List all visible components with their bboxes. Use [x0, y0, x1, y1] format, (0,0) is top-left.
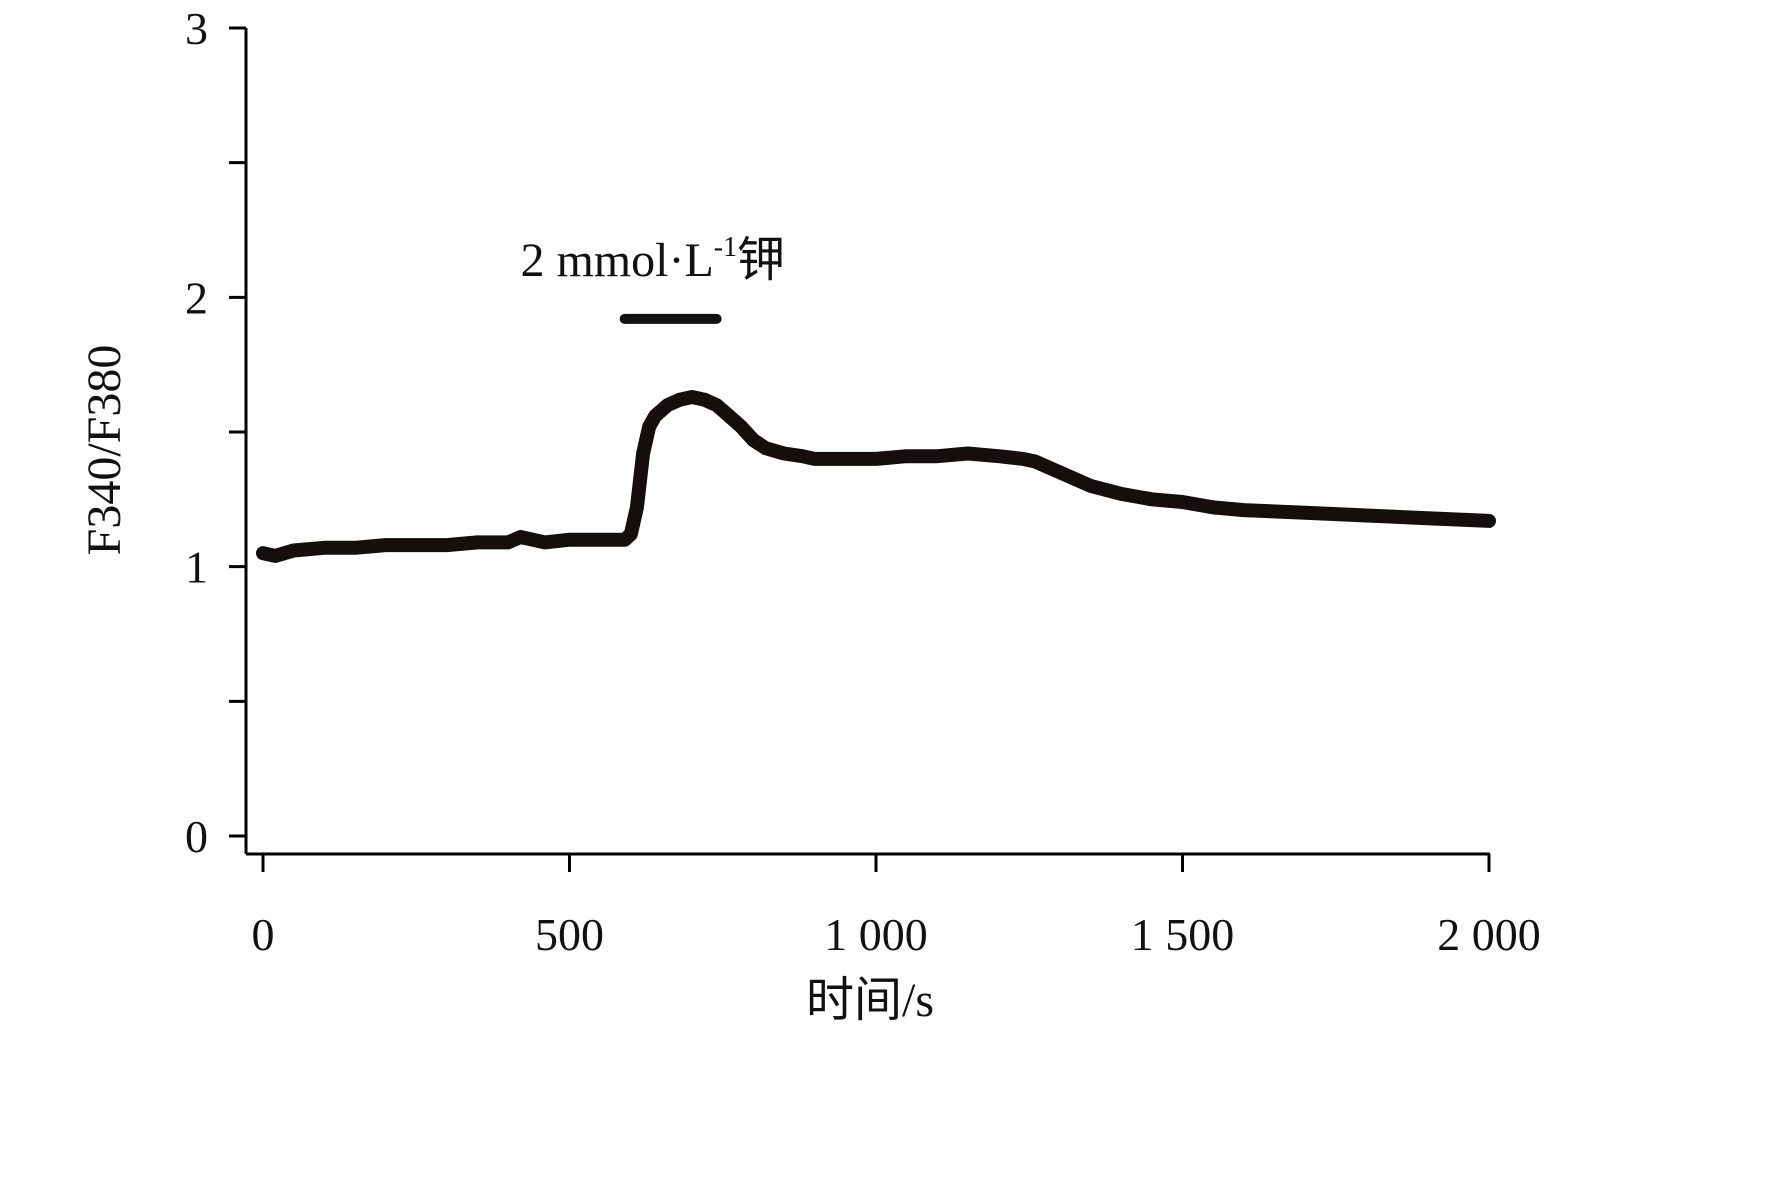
annotation-main-text: 2 mmol·L — [520, 234, 713, 287]
x-tick-label: 2 000 — [1437, 909, 1541, 960]
x-tick-label: 1 000 — [824, 909, 928, 960]
x-axis-title: 时间/s — [806, 974, 934, 1027]
y-tick-label: 1 — [185, 542, 208, 593]
series-trace — [256, 390, 1496, 563]
series-layer — [256, 390, 1496, 563]
x-tick-label: 0 — [252, 909, 275, 960]
y-tick-label: 3 — [185, 3, 208, 54]
y-tick-label: 2 — [185, 272, 208, 323]
y-tick-label: 0 — [185, 811, 208, 862]
y-axis-title: F340/F380 — [78, 345, 131, 556]
x-ticks: 0 500 1 000 1 500 2 000 — [252, 854, 1541, 960]
x-tick-label: 1 500 — [1131, 909, 1235, 960]
stimulus-annotation: 2 mmol·L-1钾 — [520, 232, 785, 287]
axes — [244, 28, 1490, 856]
annotation-suffix: 钾 — [737, 234, 785, 287]
y-ticks: 0 1 2 3 — [185, 3, 246, 862]
annotation-superscript: -1 — [714, 232, 737, 263]
annotation-layer: 2 mmol·L-1钾 — [520, 232, 785, 324]
chart: 0 1 2 3 0 500 1 000 1 500 2 000 2 mmol·L-1钾 时间/… — [78, 3, 1541, 1027]
x-tick-label: 500 — [535, 909, 604, 960]
